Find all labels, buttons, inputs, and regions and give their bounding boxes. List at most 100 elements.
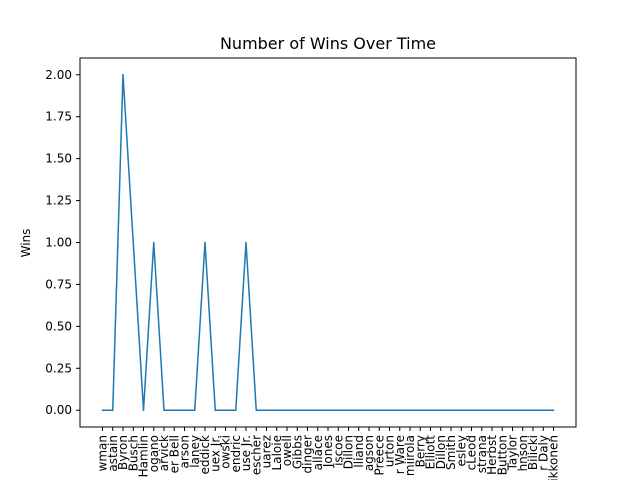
data-point	[142, 409, 145, 411]
x-tick-label: arson	[178, 435, 192, 469]
x-tick-label: Byron	[116, 435, 130, 470]
x-tick-label: lliand	[352, 435, 366, 468]
x-tick-label: owell	[280, 435, 294, 466]
x-tick-label: astain	[106, 435, 120, 472]
data-point	[112, 409, 114, 411]
data-point	[429, 409, 432, 411]
y-axis-label: Wins	[19, 229, 33, 258]
x-tick-label: Jones	[321, 435, 335, 468]
x-tick-label: cLeod	[465, 435, 479, 470]
y-tick-label: 0.25	[45, 361, 72, 375]
x-tick-label: urton	[383, 435, 397, 467]
x-tick-label: hnson	[516, 435, 530, 471]
data-point	[532, 409, 534, 411]
x-tick-label: Laloie	[270, 435, 284, 470]
x-tick-label: miirola	[403, 435, 417, 476]
x-tick-label: Busch	[126, 435, 140, 471]
data-point	[399, 409, 401, 411]
data-point	[481, 409, 483, 411]
data-point	[440, 409, 442, 411]
data-point	[491, 409, 493, 411]
x-tick-label: Preece	[372, 435, 386, 475]
data-point	[327, 409, 329, 411]
x-tick-label: wman	[96, 435, 110, 471]
data-point	[122, 74, 124, 76]
data-point	[368, 409, 370, 411]
x-tick-label: allace	[311, 435, 325, 470]
data-point	[358, 409, 360, 411]
data-point	[286, 409, 288, 411]
data-point	[265, 409, 268, 411]
x-tick-label: r Ware	[393, 435, 407, 474]
data-point	[347, 409, 350, 411]
data-point	[224, 409, 227, 411]
x-tick-label: escher	[249, 435, 263, 475]
data-point	[245, 241, 247, 244]
x-tick-label: arvick	[157, 435, 171, 471]
y-tick-label: 0.00	[45, 403, 72, 417]
x-tick-label: Berry	[413, 435, 427, 467]
data-point	[470, 409, 473, 411]
data-point	[255, 409, 257, 411]
data-point	[552, 409, 555, 411]
x-tick-label: r Daly	[536, 435, 550, 471]
x-tick-label: Herbst	[485, 435, 499, 475]
plot-area: 0.00 0.25 0.50 0.75 1.00 1.25 1.50 1.75 2.00 wman…	[45, 57, 577, 480]
y-tick-label: 1.00	[45, 236, 72, 250]
data-point	[204, 241, 206, 244]
chart-title: Number of Wins Over Time	[220, 34, 436, 53]
data-point	[296, 409, 298, 411]
data-point	[132, 241, 134, 244]
x-tick-label: laney	[188, 435, 202, 468]
y-tick-label: 0.50	[45, 319, 72, 333]
data-point	[511, 409, 514, 411]
x-tick-label: iscoe	[331, 435, 345, 466]
x-tick-label: esley	[454, 435, 468, 466]
x-tick-label: uex Jr.	[208, 435, 222, 472]
x-tick-label: er Bell	[167, 435, 181, 473]
data-point	[460, 409, 462, 411]
x-tick-label: strana	[475, 435, 489, 473]
data-point	[163, 409, 165, 411]
x-tick-label: Taylor	[506, 435, 520, 471]
x-tick-label: Dillon	[434, 435, 448, 469]
y-tick-label: 2.00	[45, 68, 72, 82]
data-point	[378, 409, 380, 411]
x-tick-label: dinger	[301, 435, 315, 474]
y-tick-label: 1.25	[45, 194, 72, 208]
data-point	[306, 409, 309, 411]
data-point	[419, 409, 421, 411]
data-point	[173, 409, 175, 411]
x-tick-label: Gibbs	[290, 435, 304, 469]
data-point	[388, 409, 391, 411]
data-point	[450, 409, 452, 411]
x-tick-label: Elliott	[424, 435, 438, 470]
data-point	[214, 409, 216, 411]
x-tick-label: Smith	[444, 435, 458, 470]
y-tick-label: 0.75	[45, 277, 72, 291]
data-point	[194, 409, 196, 411]
x-tick-label: ikkonen	[547, 435, 561, 480]
x-tick-label: endric	[229, 435, 243, 472]
x-tick-label: uarez	[260, 435, 274, 468]
data-point	[522, 409, 524, 411]
data-point	[409, 409, 411, 411]
x-tick-label: Bilicki	[526, 435, 540, 470]
data-point	[337, 409, 339, 411]
y-tick-label: 1.50	[45, 152, 72, 166]
x-tick-label: Button	[495, 435, 509, 475]
x-tick-label: ogano	[147, 435, 161, 472]
data-point	[153, 241, 155, 244]
data-point	[183, 409, 186, 411]
y-tick-label: 1.75	[45, 110, 72, 124]
data-point	[101, 409, 104, 411]
data-point	[542, 409, 544, 411]
data-point	[276, 409, 278, 411]
data-point	[235, 409, 237, 411]
x-tick-label: use Jr.	[239, 435, 253, 471]
x-tick-label: Hamlin	[137, 435, 151, 477]
x-tick-label: owski	[219, 435, 233, 469]
x-tick-label: agson	[362, 435, 376, 471]
